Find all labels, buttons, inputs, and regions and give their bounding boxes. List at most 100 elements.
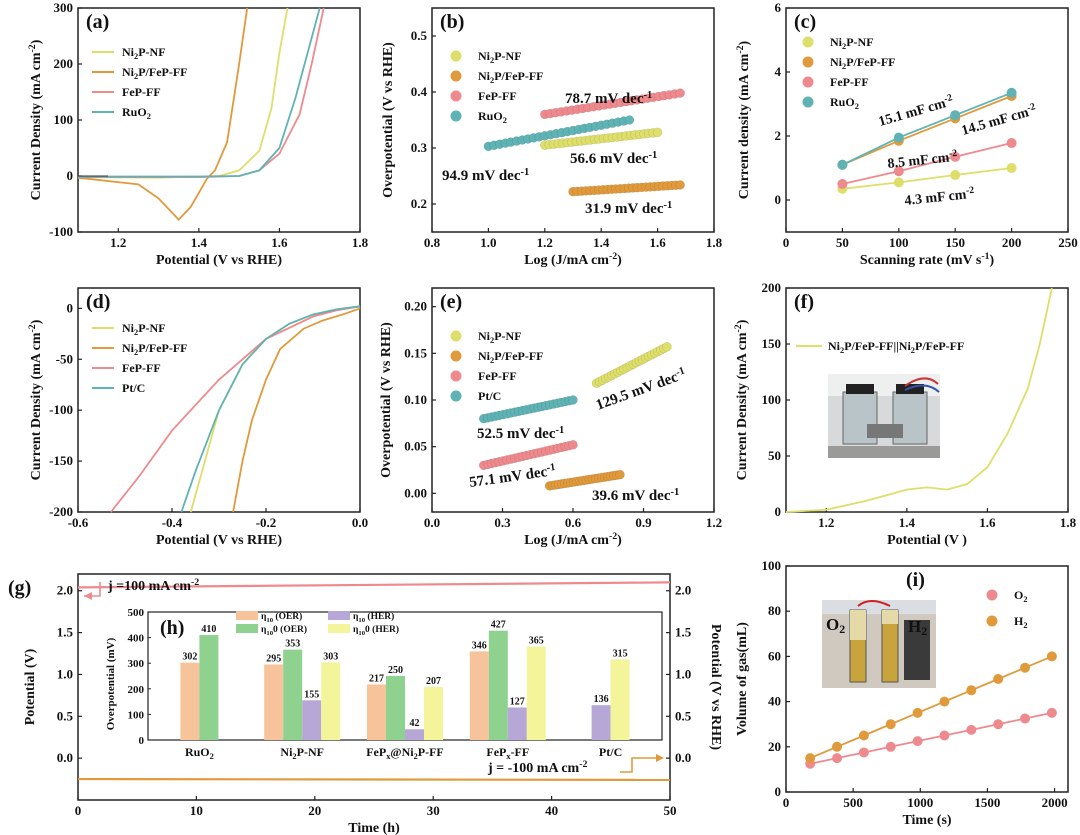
panel-label-i: (i)	[906, 569, 925, 591]
x-tick-label-e: 1.2	[706, 515, 722, 530]
x-axis-label-a: Potential (V vs RHE)	[156, 253, 282, 268]
series-line-a-3	[78, 7, 321, 178]
legend-label: Ni2P-NF	[122, 321, 166, 337]
data-point-i-0	[993, 719, 1004, 730]
y-tick-label-i: 20	[768, 739, 781, 754]
plot-frame-i	[785, 565, 1069, 793]
y-tick-label-f: 200	[762, 280, 782, 295]
panel-b	[431, 7, 715, 233]
annotation-her: j = -100 mA cm-2	[487, 759, 587, 776]
y-tick-label-h: 200	[128, 684, 145, 696]
y-tick-label-d: -100	[49, 402, 73, 417]
series-line-d-2	[110, 305, 361, 513]
y-tick-label-h: 500	[128, 607, 145, 619]
x-tick-label-a: 1.4	[191, 235, 208, 250]
data-point-i-0	[1020, 713, 1031, 724]
y-tick-label-e: 0.10	[404, 392, 427, 407]
legend-label: Ni2P-NF	[830, 35, 874, 51]
data-point-c-3	[893, 132, 904, 143]
y-tick-label-d: -200	[49, 504, 73, 519]
bar-value-label: 346	[472, 640, 487, 651]
legend-label: RuO2	[122, 105, 151, 121]
x-tick-label-b: 1.4	[593, 235, 610, 250]
legend-label: O2	[1014, 588, 1028, 604]
fit-line-c-1	[842, 95, 1012, 166]
legend-label: Ni2P/FeP-FF||Ni2P/FeP-FF	[828, 339, 964, 355]
annotation-oer: j =100 mA cm-2	[107, 577, 199, 594]
x-tick-label-b: 0.8	[424, 235, 441, 250]
fit-line-c-3	[842, 91, 1012, 166]
data-point-i-0	[966, 724, 977, 735]
legend-label: Pt/C	[478, 389, 501, 403]
data-point-b-3	[624, 115, 635, 125]
plot-frame-a	[77, 7, 361, 233]
slope-annotation: 39.6 mV dec-1	[592, 487, 679, 504]
data-point-i-1	[885, 719, 896, 730]
legend-marker	[802, 36, 814, 48]
series-line-i-0	[809, 712, 1053, 765]
data-point-c-2	[893, 166, 904, 177]
data-point-e-2	[568, 440, 578, 450]
slope-annotation: 57.1 mV dec-1	[468, 462, 557, 491]
bar-h-3	[526, 646, 546, 740]
panel-e	[431, 287, 715, 513]
category-label-h: FePx-FF	[486, 745, 529, 761]
bar-h-0	[180, 662, 200, 740]
y-tick-label-b: 0.2	[411, 196, 427, 211]
y-tick-label-a: -100	[49, 224, 73, 239]
legend-marker	[450, 110, 462, 122]
y-tick-label-f: 50	[768, 448, 781, 463]
x-axis-label-g: Time (h)	[348, 821, 400, 835]
x-tick-label-b: 1.0	[480, 235, 496, 250]
y-tick-label-g: 1.0	[57, 666, 73, 681]
y-right-tick-label: 0.5	[675, 708, 692, 723]
x-tick-label-e: 0.9	[635, 515, 652, 530]
x-tick-label-i: 1000	[907, 795, 933, 810]
legend-label: H2	[1014, 614, 1028, 630]
bar-value-label: 365	[529, 636, 544, 647]
bar-h-2	[507, 707, 527, 740]
plot-frame-g	[77, 573, 671, 801]
x-tick-label-e: 0.6	[565, 515, 582, 530]
y-tick-label-g: 2.0	[57, 583, 73, 598]
bar-h-1	[488, 630, 508, 740]
legend-marker	[450, 330, 462, 342]
data-point-i-1	[1046, 651, 1057, 662]
y-tick-label-h: 0	[139, 735, 145, 747]
x-tick-label-f: 1.8	[1060, 515, 1077, 530]
y-tick-label-c: 6	[775, 0, 782, 15]
x-tick-label-e: 0.3	[494, 515, 511, 530]
data-point-b-2	[675, 88, 685, 98]
legend-swatch-h	[236, 611, 258, 620]
legend-marker	[450, 90, 462, 102]
legend-label: Ni2P/FeP-FF	[122, 341, 188, 357]
y-tick-label-c: 2	[775, 128, 782, 143]
legend-label: RuO2	[478, 109, 507, 125]
x-tick-label-f: 1.4	[899, 515, 916, 530]
legend-marker	[802, 96, 814, 108]
legend-label: Ni2P-NF	[478, 49, 522, 65]
legend-label: Pt/C	[122, 381, 145, 395]
legend-label: Ni2P-NF	[478, 329, 522, 345]
panel-label-c: (c)	[794, 11, 816, 33]
legend-label-h: η10 (OER)	[261, 611, 302, 624]
y-tick-label-h: 400	[128, 633, 145, 645]
legend-label: Ni2P-NF	[122, 45, 166, 61]
panel-label-g: (g)	[8, 577, 31, 599]
y-axis-label-a: Current Density (mA cm-2)	[27, 39, 44, 200]
legend-swatch-h	[328, 611, 350, 620]
series-line-a-2	[78, 7, 325, 179]
x-tick-label-i: 1500	[974, 795, 1000, 810]
series-line-d-1	[232, 307, 361, 513]
plot-frame-b	[431, 7, 715, 233]
bar-value-label: 155	[304, 689, 319, 700]
x-tick-label-d: -0.6	[68, 515, 89, 530]
x-axis-label-b: Log (J/mA cm-2)	[524, 251, 622, 268]
slope-annotation: 52.5 mV dec-1	[477, 425, 564, 442]
y-tick-label-g: 1.5	[57, 625, 74, 640]
stability-line-0	[77, 581, 671, 589]
slope-annotation: 56.6 mV dec-1	[570, 150, 657, 167]
photo-label-o2: O2	[826, 615, 845, 636]
y-tick-label-i: 60	[768, 648, 781, 663]
